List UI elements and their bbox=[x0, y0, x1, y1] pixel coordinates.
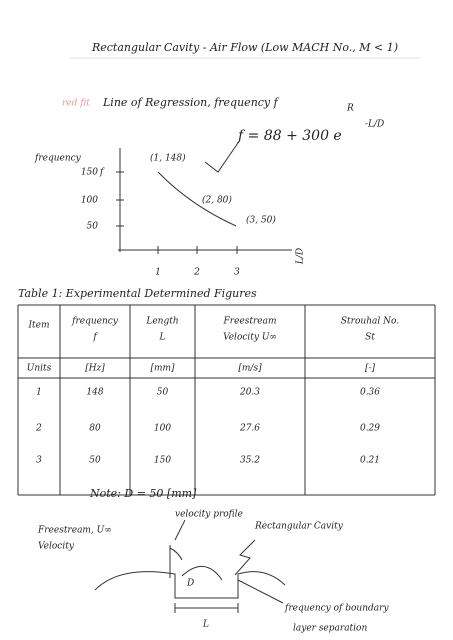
y-label: frequency bbox=[34, 154, 82, 164]
table-cell: 27.6 bbox=[239, 424, 260, 434]
shear-layer bbox=[181, 566, 223, 581]
cavity-label: Rectangular Cavity bbox=[254, 522, 344, 532]
header-cell: Item bbox=[27, 321, 49, 331]
title: Rectangular Cavity - Air Flow (Low MACH … bbox=[91, 41, 398, 54]
freestream-label: Freestream, U∞ bbox=[37, 526, 112, 536]
table-cell: 0.36 bbox=[360, 388, 380, 398]
unit-cell: [Hz] bbox=[85, 364, 105, 374]
table-cell: 0.29 bbox=[360, 424, 380, 434]
table-cell: 80 bbox=[89, 424, 101, 434]
equation: f = 88 + 300 e bbox=[237, 128, 342, 144]
x-tick-label: 2 bbox=[193, 268, 200, 278]
unit-cell: Units bbox=[27, 364, 52, 374]
table-cell: 148 bbox=[86, 388, 103, 398]
separation-label: frequency of boundary bbox=[284, 604, 389, 614]
x-label: L/D bbox=[296, 248, 306, 265]
table: Item frequency f Length L Freestream Velocity … bbox=[17, 304, 436, 496]
header-cell: f bbox=[92, 333, 98, 343]
table-cell: 0.21 bbox=[360, 456, 380, 466]
point-label: (1, 148) bbox=[150, 153, 186, 164]
length-label: L bbox=[202, 620, 209, 630]
header-cell: frequency bbox=[71, 317, 119, 327]
equation-exponent: -L/D bbox=[365, 120, 384, 130]
x-tick-label: 1 bbox=[155, 268, 161, 278]
header-cell: Velocity U∞ bbox=[223, 333, 277, 343]
y-tick-label: 150 bbox=[81, 168, 98, 178]
unit-cell: [-] bbox=[365, 364, 376, 374]
x-tick-label: 3 bbox=[234, 268, 240, 278]
sketch-labels: 150 100 50 1 2 3 (1, 148) (2, 80) (3, 50) bbox=[81, 153, 277, 278]
velocity-profile-label: velocity profile bbox=[175, 510, 243, 520]
separation-label-2: layer separation bbox=[293, 624, 367, 634]
table-cell: 35.2 bbox=[240, 456, 260, 466]
table-cell: 1 bbox=[36, 388, 42, 398]
table-cell: 20.3 bbox=[239, 388, 260, 398]
table-cell: 50 bbox=[157, 388, 169, 398]
header-cell: L bbox=[159, 333, 166, 343]
unit-cell: [m/s] bbox=[238, 364, 262, 374]
y-label-symbol: f bbox=[99, 168, 105, 178]
point-label: (3, 50) bbox=[246, 215, 276, 226]
table-caption: Table 1: Experimental Determined Figures bbox=[18, 287, 257, 300]
table-cell: 2 bbox=[35, 424, 42, 434]
table-cell: 50 bbox=[89, 456, 101, 466]
table-cell: 100 bbox=[154, 424, 171, 434]
freestream-label-2: Velocity bbox=[38, 542, 75, 552]
velocity-profile bbox=[169, 545, 183, 578]
table-cell: 3 bbox=[36, 456, 42, 466]
cavity-outline bbox=[94, 571, 286, 599]
header-cell: Length bbox=[145, 317, 178, 327]
y-tick-label: 50 bbox=[87, 222, 99, 232]
y-tick-label: 100 bbox=[81, 196, 98, 206]
unit-cell: [mm] bbox=[150, 364, 175, 374]
length-dimension bbox=[174, 603, 239, 613]
point-label: (2, 80) bbox=[202, 195, 232, 206]
note: Note: D = 50 [mm] bbox=[89, 487, 197, 500]
cavity-arrow bbox=[234, 539, 256, 576]
pointer-arrow bbox=[204, 139, 241, 173]
regression-curve bbox=[157, 171, 237, 227]
separation-arrow bbox=[237, 579, 284, 604]
faint-note: red fit bbox=[62, 99, 90, 109]
depth-label: D bbox=[186, 579, 194, 589]
regression-subscript: R bbox=[346, 104, 354, 114]
header-cell: St bbox=[365, 333, 375, 343]
profile-arrow bbox=[174, 519, 186, 541]
table-cell: 150 bbox=[154, 456, 171, 466]
header-cell: Strouhal No. bbox=[341, 317, 399, 327]
regression-heading: Line of Regression, frequency f bbox=[102, 96, 280, 109]
header-cell: Freestream bbox=[223, 317, 277, 327]
